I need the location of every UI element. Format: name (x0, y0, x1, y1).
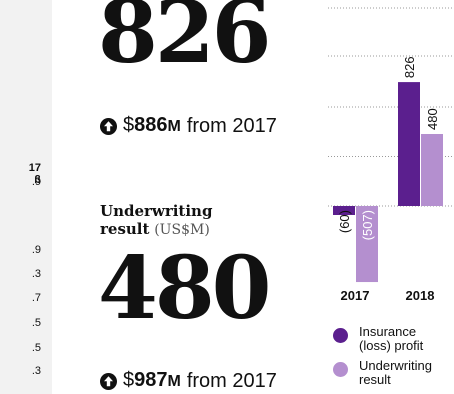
data-label-2018-series-1: 480 (425, 108, 440, 130)
bar-2017-series-1 (356, 206, 378, 283)
currency-symbol: $ (123, 369, 135, 391)
insurance-profit-change: $886M from 2017 (100, 113, 277, 139)
underwriting-title-unit: (US$M) (154, 222, 210, 238)
bar-2018-series-0 (398, 82, 420, 206)
change-from-text: from 2017 (186, 370, 277, 392)
bar-2018-series-1 (421, 134, 443, 206)
left-header-2: ß (34, 174, 41, 186)
legend-label-2b: result (359, 372, 391, 387)
underwriting-change-amount: $987M (123, 368, 181, 394)
data-label-2018-series-0: 826 (402, 56, 417, 78)
left-value-3: .3 (31, 268, 41, 280)
bar-chart: (60) (507) 2017 826 480 2018 (328, 7, 454, 303)
legend-item-underwriting: Underwriting result (333, 359, 454, 387)
underwriting-value: 480 (98, 238, 272, 339)
underwriting-title-line2: result (100, 220, 150, 238)
change-from-text: from 2017 (186, 115, 277, 137)
left-panel: 17 ß .9 .9 .3 .7 .5 .5 .3 (0, 0, 52, 394)
change-number: 987 (134, 369, 168, 391)
data-label-2017-series-1: (507) (360, 210, 375, 240)
legend-label-1a: Insurance (359, 324, 417, 339)
insurance-change-amount: $886M (123, 113, 181, 139)
left-value-1: .9 (31, 176, 41, 188)
legend-label-2a: Underwriting (359, 358, 432, 373)
underwriting-title: Underwriting result (US$M) (100, 202, 260, 239)
x-tick-label-2018: 2018 (406, 288, 435, 303)
data-label-2017-series-0: (60) (337, 210, 352, 233)
left-value-7: .3 (31, 365, 41, 377)
change-unit: M (167, 373, 181, 390)
bar-2017-series-0 (333, 206, 355, 215)
column-divider (52, 0, 78, 394)
insurance-profit-value: 826 (98, 0, 272, 83)
left-value-2: .9 (31, 244, 41, 256)
left-value-4: .7 (31, 292, 41, 304)
up-arrow-circle-icon (100, 372, 117, 390)
x-tick-label-2017: 2017 (341, 288, 370, 303)
change-number: 886 (134, 114, 168, 136)
up-arrow-circle-icon (100, 117, 117, 135)
change-unit: M (167, 118, 181, 135)
legend-item-insurance: Insurance (loss) profit (333, 325, 454, 353)
legend-swatch-dark (333, 328, 348, 343)
left-header: 17 (28, 162, 41, 174)
chart-legend: Insurance (loss) profit Underwriting res… (333, 325, 454, 387)
underwriting-title-line1: Underwriting (100, 202, 213, 220)
currency-symbol: $ (123, 114, 135, 136)
legend-swatch-light (333, 362, 348, 377)
underwriting-change: $987M from 2017 (100, 368, 277, 394)
legend-label-1b: (loss) profit (359, 338, 424, 353)
left-value-6: .5 (31, 342, 41, 354)
left-value-5: .5 (31, 317, 41, 329)
